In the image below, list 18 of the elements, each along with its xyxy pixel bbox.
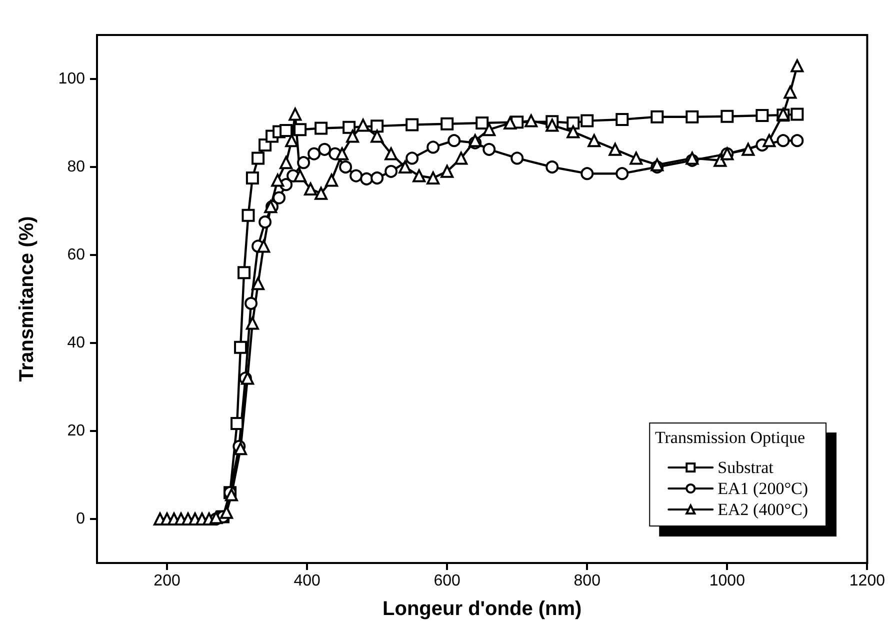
y-tick-label: 0 <box>76 510 86 528</box>
y-tick-label: 60 <box>67 246 86 264</box>
legend-label: EA1 (200°C) <box>718 479 808 498</box>
x-tick-label: 400 <box>294 572 320 590</box>
x-tick-label: 600 <box>434 572 461 590</box>
legend-title: Transmission Optique <box>654 428 806 447</box>
y-tick-label: 20 <box>67 422 86 440</box>
x-tick-label: 1200 <box>849 572 886 590</box>
y-axis-title: Transmitance (%) <box>16 216 38 382</box>
x-tick-label: 1000 <box>709 572 746 590</box>
y-tick-label: 100 <box>58 70 86 88</box>
legend-label: EA2 (400°C) <box>718 500 808 519</box>
x-axis-title: Longeur d'onde (nm) <box>382 598 582 620</box>
legend-label: Substrat <box>718 458 774 477</box>
x-tick-label: 800 <box>574 572 601 590</box>
y-tick-label: 80 <box>67 158 86 176</box>
x-tick-label: 200 <box>154 572 180 590</box>
y-tick-label: 40 <box>67 334 86 352</box>
